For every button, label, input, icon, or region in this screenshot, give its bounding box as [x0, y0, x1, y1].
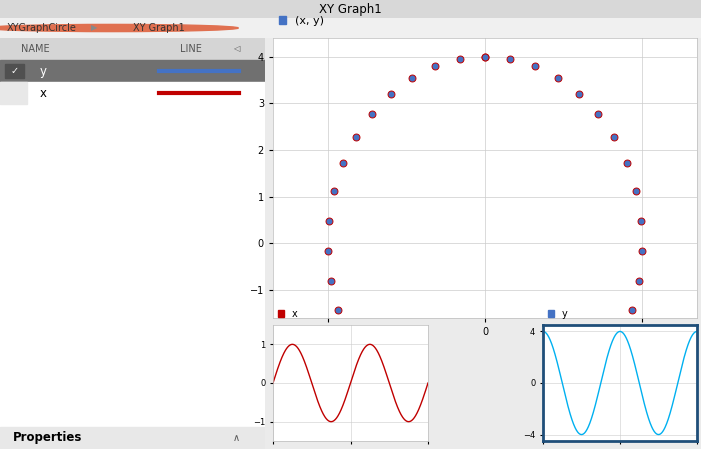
- Point: [454, 56, 465, 63]
- Point: [583, 379, 594, 387]
- Bar: [0, 82, 265, 104]
- Text: x: x: [40, 87, 47, 100]
- Text: Properties: Properties: [13, 431, 83, 445]
- Point: [517, 421, 528, 428]
- Point: [350, 134, 362, 141]
- Circle shape: [0, 24, 238, 31]
- Point: [626, 306, 637, 313]
- Bar: [0, 38, 265, 60]
- Text: NAME: NAME: [21, 44, 50, 54]
- Point: [467, 426, 478, 433]
- Point: [479, 53, 491, 60]
- Point: [637, 247, 648, 255]
- Point: [329, 188, 340, 195]
- Point: [592, 110, 604, 118]
- Point: [395, 397, 407, 405]
- Legend: (x, y): (x, y): [278, 16, 325, 26]
- Text: XY Graph1: XY Graph1: [319, 3, 382, 16]
- Point: [337, 160, 348, 167]
- Point: [366, 110, 377, 118]
- Point: [505, 56, 516, 63]
- Bar: [0, 82, 27, 104]
- Point: [564, 397, 575, 405]
- Point: [552, 75, 564, 82]
- Text: XYGraphCircle: XYGraphCircle: [7, 23, 77, 33]
- Point: [332, 306, 343, 313]
- Point: [343, 333, 355, 340]
- Point: [615, 333, 627, 340]
- Point: [375, 379, 386, 387]
- Point: [479, 53, 491, 60]
- Point: [430, 63, 441, 70]
- Point: [407, 75, 418, 82]
- Legend: x: x: [278, 309, 297, 319]
- Point: [385, 91, 396, 98]
- Text: y: y: [40, 65, 47, 78]
- Point: [323, 217, 334, 224]
- Point: [325, 277, 336, 284]
- Text: ▶: ▶: [91, 23, 97, 32]
- Text: XY Graph1: XY Graph1: [133, 23, 185, 33]
- Point: [529, 63, 540, 70]
- Point: [442, 421, 453, 428]
- Point: [608, 134, 620, 141]
- Point: [633, 277, 644, 284]
- Legend: y: y: [548, 309, 567, 319]
- Point: [418, 411, 429, 418]
- Point: [492, 426, 503, 433]
- Bar: [6, 64, 24, 78]
- Point: [358, 358, 369, 365]
- Point: [541, 411, 552, 418]
- Point: [573, 91, 585, 98]
- Point: [630, 188, 641, 195]
- Text: ◁: ◁: [233, 44, 240, 53]
- Text: ∧: ∧: [233, 433, 240, 443]
- Point: [635, 217, 646, 224]
- Text: LINE: LINE: [180, 44, 202, 54]
- Point: [601, 358, 612, 365]
- Text: ✓: ✓: [11, 66, 19, 76]
- Bar: [0, 427, 265, 449]
- Point: [621, 160, 632, 167]
- Bar: [0, 60, 265, 82]
- Point: [322, 247, 334, 255]
